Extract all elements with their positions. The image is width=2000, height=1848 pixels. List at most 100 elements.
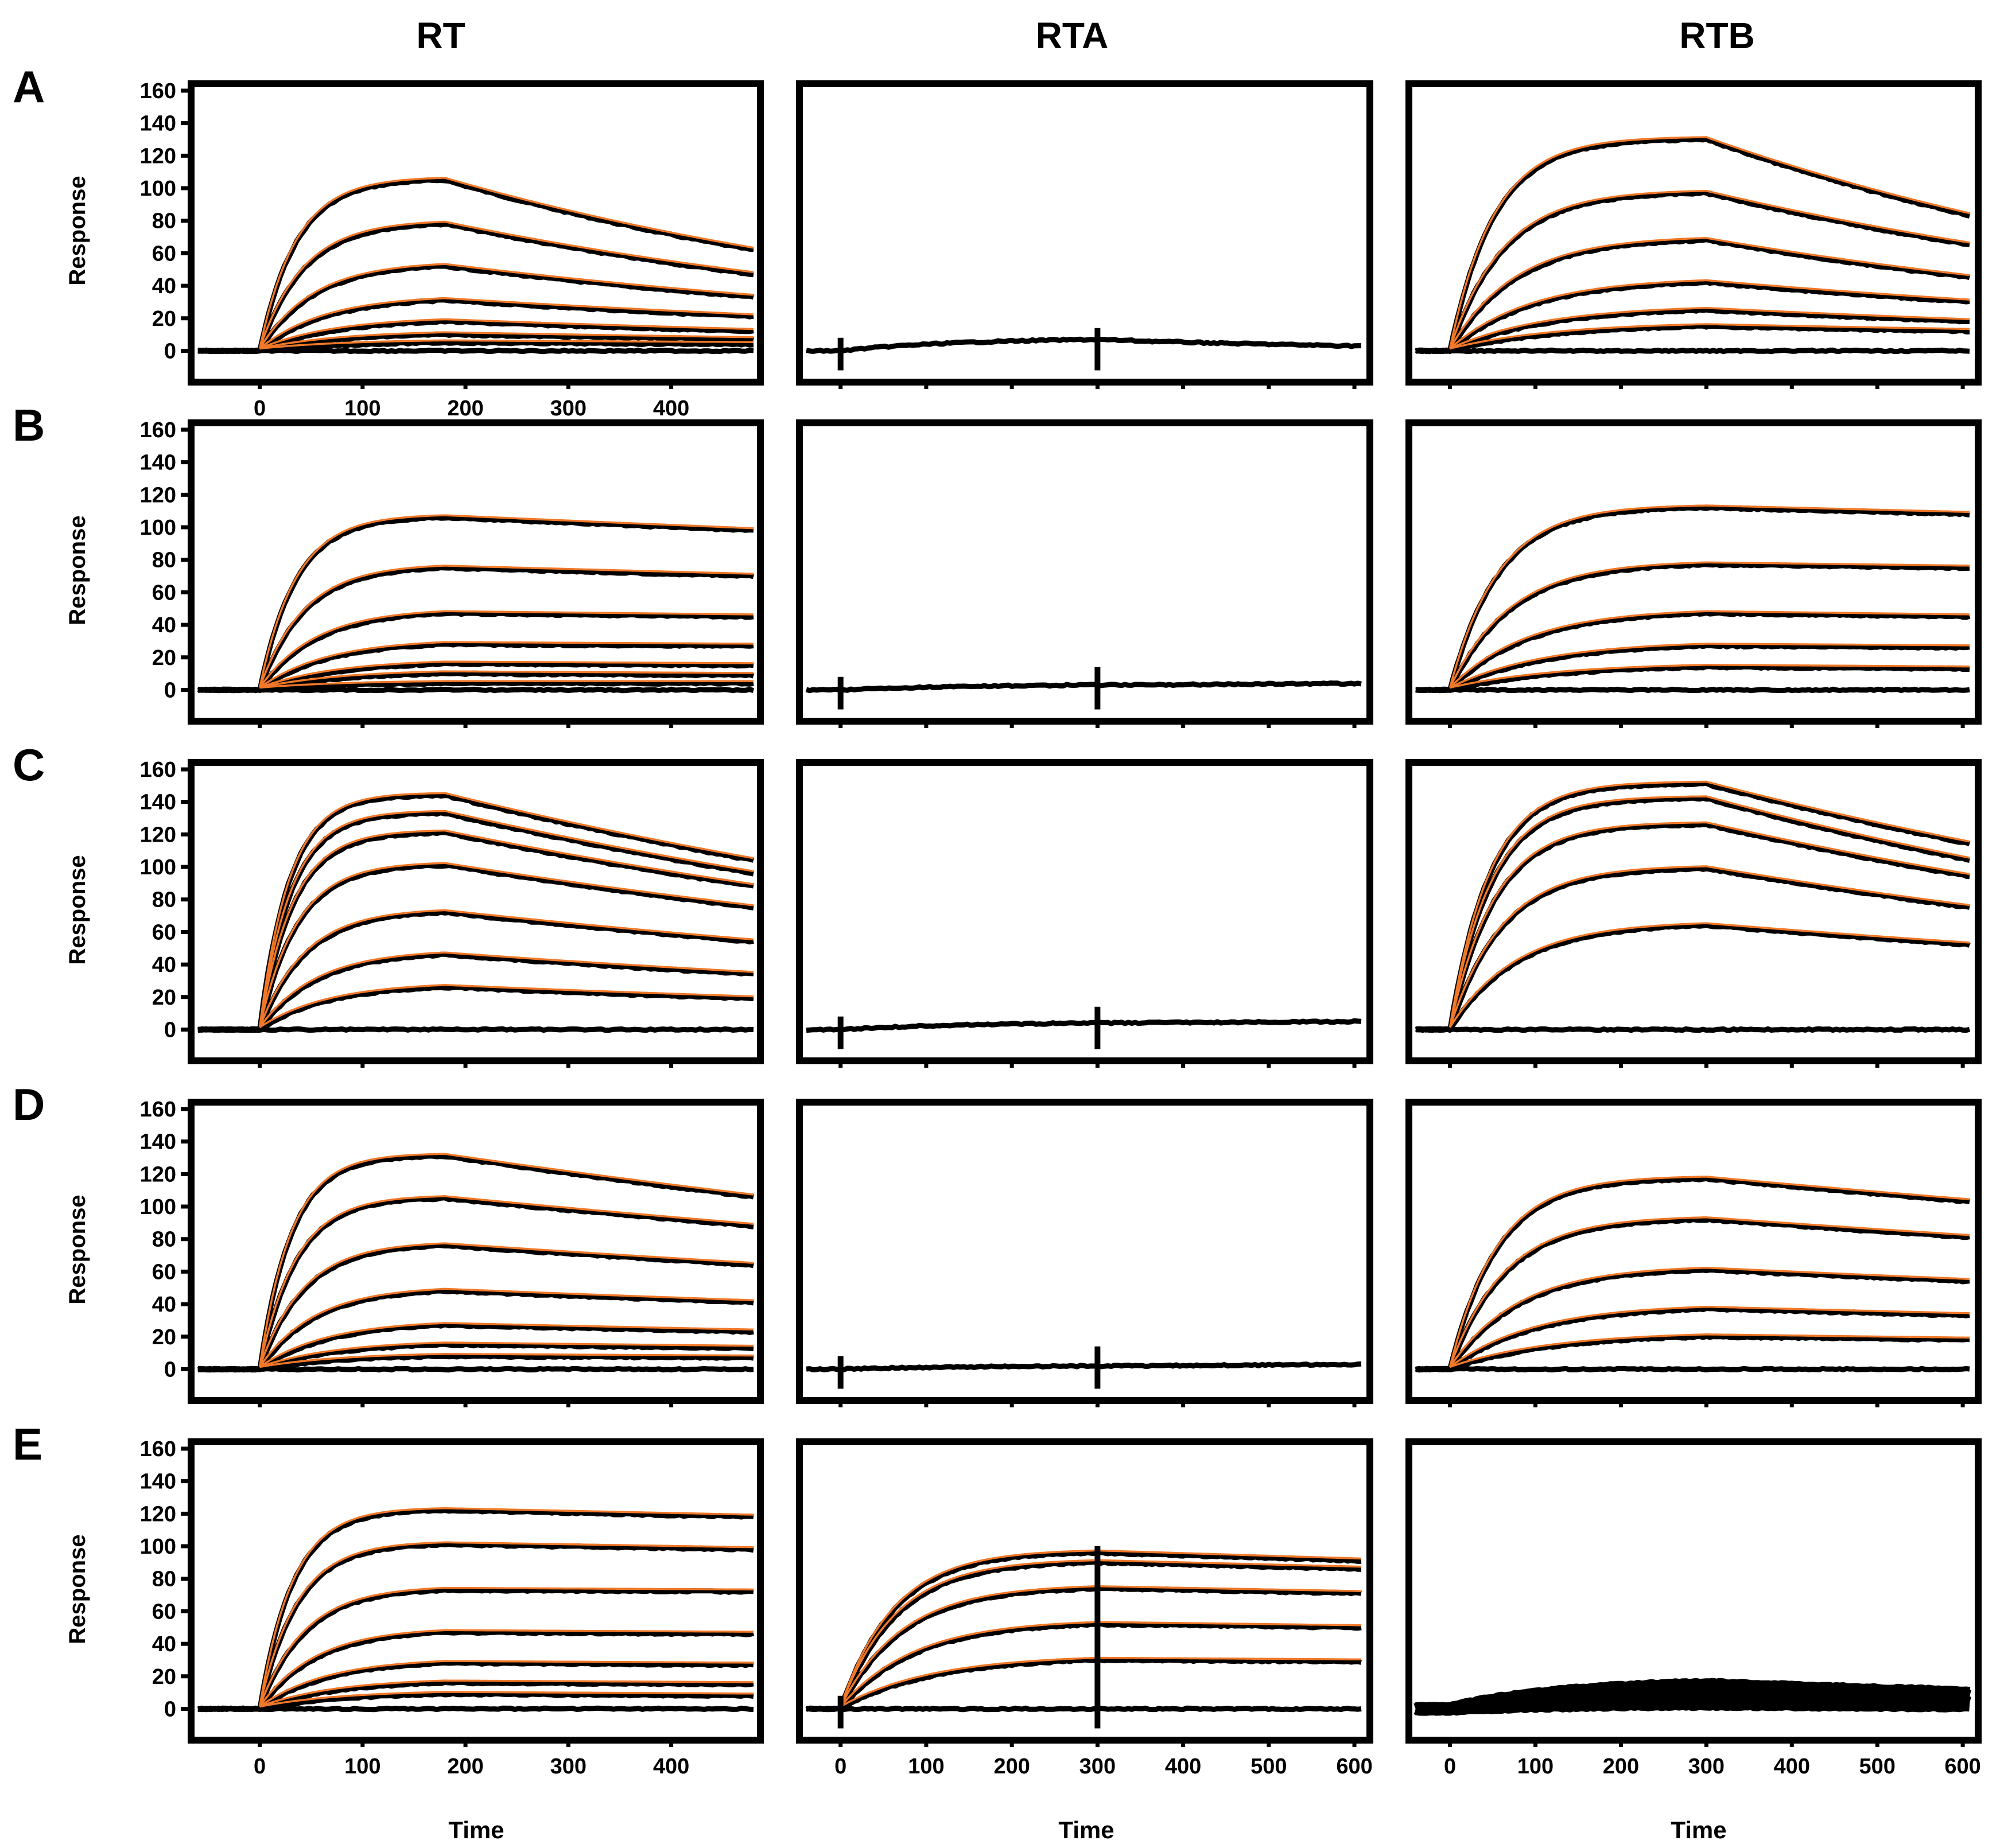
y-tick-label-d-rt-80: 80 [152, 1228, 176, 1252]
data-trace-c-rtb-blank [1415, 1026, 1971, 1033]
fit-curve-c-rtb-c3 [1448, 821, 1970, 1028]
data-trace-d-rtb-c5 [1415, 1333, 1970, 1372]
data-trace-e-rt-c4 [197, 1629, 755, 1713]
fit-curve-d-rtb-c1 [1448, 1176, 1970, 1367]
row-label-d: D [13, 1079, 45, 1130]
data-trace-e-rt-c7 [197, 1691, 754, 1713]
panel-c-rta [796, 759, 1373, 1068]
frame-a-rtb [1405, 80, 1982, 386]
x-axis-title-rta: Time [1058, 1816, 1114, 1843]
row-label-e: E [13, 1419, 42, 1469]
fit-curve-b-rt-c7 [259, 680, 754, 689]
y-tick-label-b-rt-140: 140 [140, 451, 176, 475]
panel-d-rtb [1405, 1099, 1982, 1407]
frame-c-rtb [1405, 759, 1982, 1064]
fit-curve-b-rtb-c3 [1449, 610, 1970, 688]
x-tick-label-a-rt-300: 300 [550, 396, 587, 421]
data-trace-a-rt-c4 [197, 297, 754, 355]
plot-area-b-rt [197, 514, 755, 694]
y-tick-label-d-rt-60: 60 [152, 1260, 176, 1284]
fit-curve-d-rtb-c4 [1449, 1305, 1970, 1368]
panel-a-rta [796, 80, 1373, 389]
fit-curve-b-rt-c3 [259, 610, 754, 688]
column-title-rtb: RTB [1679, 15, 1755, 56]
y-tick-label-a-rt-60: 60 [152, 242, 176, 266]
panel-b-rtb [1405, 419, 1982, 728]
data-trace-d-rtb-c1 [1416, 1176, 1970, 1372]
fit-curve-c-rt-c3 [258, 829, 754, 1028]
y-tick-label-d-rt-20: 20 [152, 1325, 176, 1349]
row-label-b: B [13, 400, 45, 450]
fit-curve-b-rtb-c1 [1448, 504, 1970, 688]
y-tick-label-b-rt-20: 20 [152, 646, 176, 670]
data-trace-a-rtb-blank [1415, 347, 1970, 355]
data-trace-b-rt-c2 [197, 565, 755, 693]
x-tick-label-e-rtb-500: 500 [1859, 1754, 1895, 1779]
data-trace-a-rtb-c6 [1415, 323, 1970, 354]
plot-area-e-rt [197, 1507, 755, 1713]
plot-area-c-rta [806, 1006, 1362, 1049]
y-tick-label-d-rt-40: 40 [152, 1293, 176, 1317]
data-trace-b-rtb-c2 [1415, 562, 1970, 693]
data-trace-d-rt-c5 [198, 1322, 754, 1373]
data-trace-d-rta-trace [806, 1361, 1362, 1372]
frame-d-rtb [1405, 1099, 1982, 1404]
column-title-rta: RTA [1036, 15, 1109, 56]
fit-curve-c-rt-c7 [259, 984, 754, 1028]
x-tick-label-e-rt-0: 0 [254, 1754, 266, 1779]
fit-curve-a-rtb-c3 [1449, 237, 1970, 349]
y-tick-label-c-rt-0: 0 [164, 1018, 176, 1042]
fit-curve-d-rt-c6 [259, 1341, 754, 1368]
y-tick-label-e-rt-40: 40 [152, 1632, 176, 1656]
y-tick-label-d-rt-120: 120 [140, 1162, 176, 1186]
data-trace-b-rta-trace [805, 680, 1362, 694]
y-tick-label-b-rt-60: 60 [152, 581, 176, 605]
data-trace-e-rt-blank [197, 1705, 754, 1713]
x-tick-label-e-rta-300: 300 [1079, 1754, 1116, 1779]
fit-curve-d-rt-c1 [258, 1153, 754, 1367]
y-axis-title-d: Response [65, 1195, 90, 1304]
fit-curve-c-rt-c4 [258, 862, 754, 1028]
y-tick-label-c-rt-40: 40 [152, 953, 176, 977]
y-tick-label-b-rt-0: 0 [164, 678, 176, 702]
plot-area-d-rt [197, 1153, 755, 1373]
plot-area-c-rtb [1415, 780, 1971, 1033]
y-tick-label-d-rt-100: 100 [140, 1195, 176, 1219]
data-trace-d-rt-c7 [197, 1353, 754, 1373]
data-trace-b-rt-c4 [197, 641, 754, 694]
fit-curve-b-rt-c5 [259, 660, 754, 689]
data-trace-d-rt-c4 [197, 1288, 754, 1373]
fit-curve-e-rt-c4 [259, 1629, 754, 1707]
frame-e-rt [188, 1438, 764, 1744]
fit-curve-d-rtb-c2 [1448, 1216, 1970, 1368]
panel-e-rtb: 0 100 200 300 400 500 600 [1405, 1438, 1982, 1779]
data-trace-d-rt-c3 [197, 1243, 755, 1373]
panel-c-rtb [1405, 759, 1982, 1068]
plot-area-d-rtb [1415, 1176, 1970, 1373]
x-tick-label-e-rt-100: 100 [344, 1754, 380, 1779]
fit-curve-e-rta-c4 [840, 1621, 1361, 1707]
plot-area-c-rt [197, 792, 755, 1033]
y-axis-title-c: Response [65, 855, 90, 964]
data-trace-a-rta-trace [805, 336, 1361, 354]
data-trace-c-rtb-c2 [1415, 795, 1970, 1033]
frame-d-rta [796, 1099, 1373, 1404]
data-trace-a-rtb-c1 [1415, 136, 1970, 354]
fit-curve-d-rt-c5 [259, 1322, 754, 1368]
fit-curve-e-rt-c2 [258, 1541, 754, 1707]
data-trace-c-rtb-c3 [1415, 822, 1970, 1033]
x-tick-label-e-rta-400: 400 [1165, 1754, 1201, 1779]
fit-curve-e-rt-c3 [258, 1586, 754, 1707]
data-trace-a-rt-c2 [197, 221, 754, 355]
x-tick-label-e-rta-200: 200 [993, 1754, 1030, 1779]
fit-curve-c-rtb-c4 [1448, 865, 1970, 1028]
data-trace-e-rt-c5 [197, 1660, 754, 1712]
fit-curve-a-rt-c5 [259, 318, 754, 350]
data-trace-e-rtb-n5 [1413, 1697, 1973, 1716]
fit-curve-d-rt-c3 [258, 1242, 754, 1368]
x-tick-label-e-rtb-200: 200 [1603, 1754, 1639, 1779]
data-trace-d-rt-c2 [197, 1195, 754, 1373]
data-trace-b-rt-c3 [197, 610, 754, 693]
